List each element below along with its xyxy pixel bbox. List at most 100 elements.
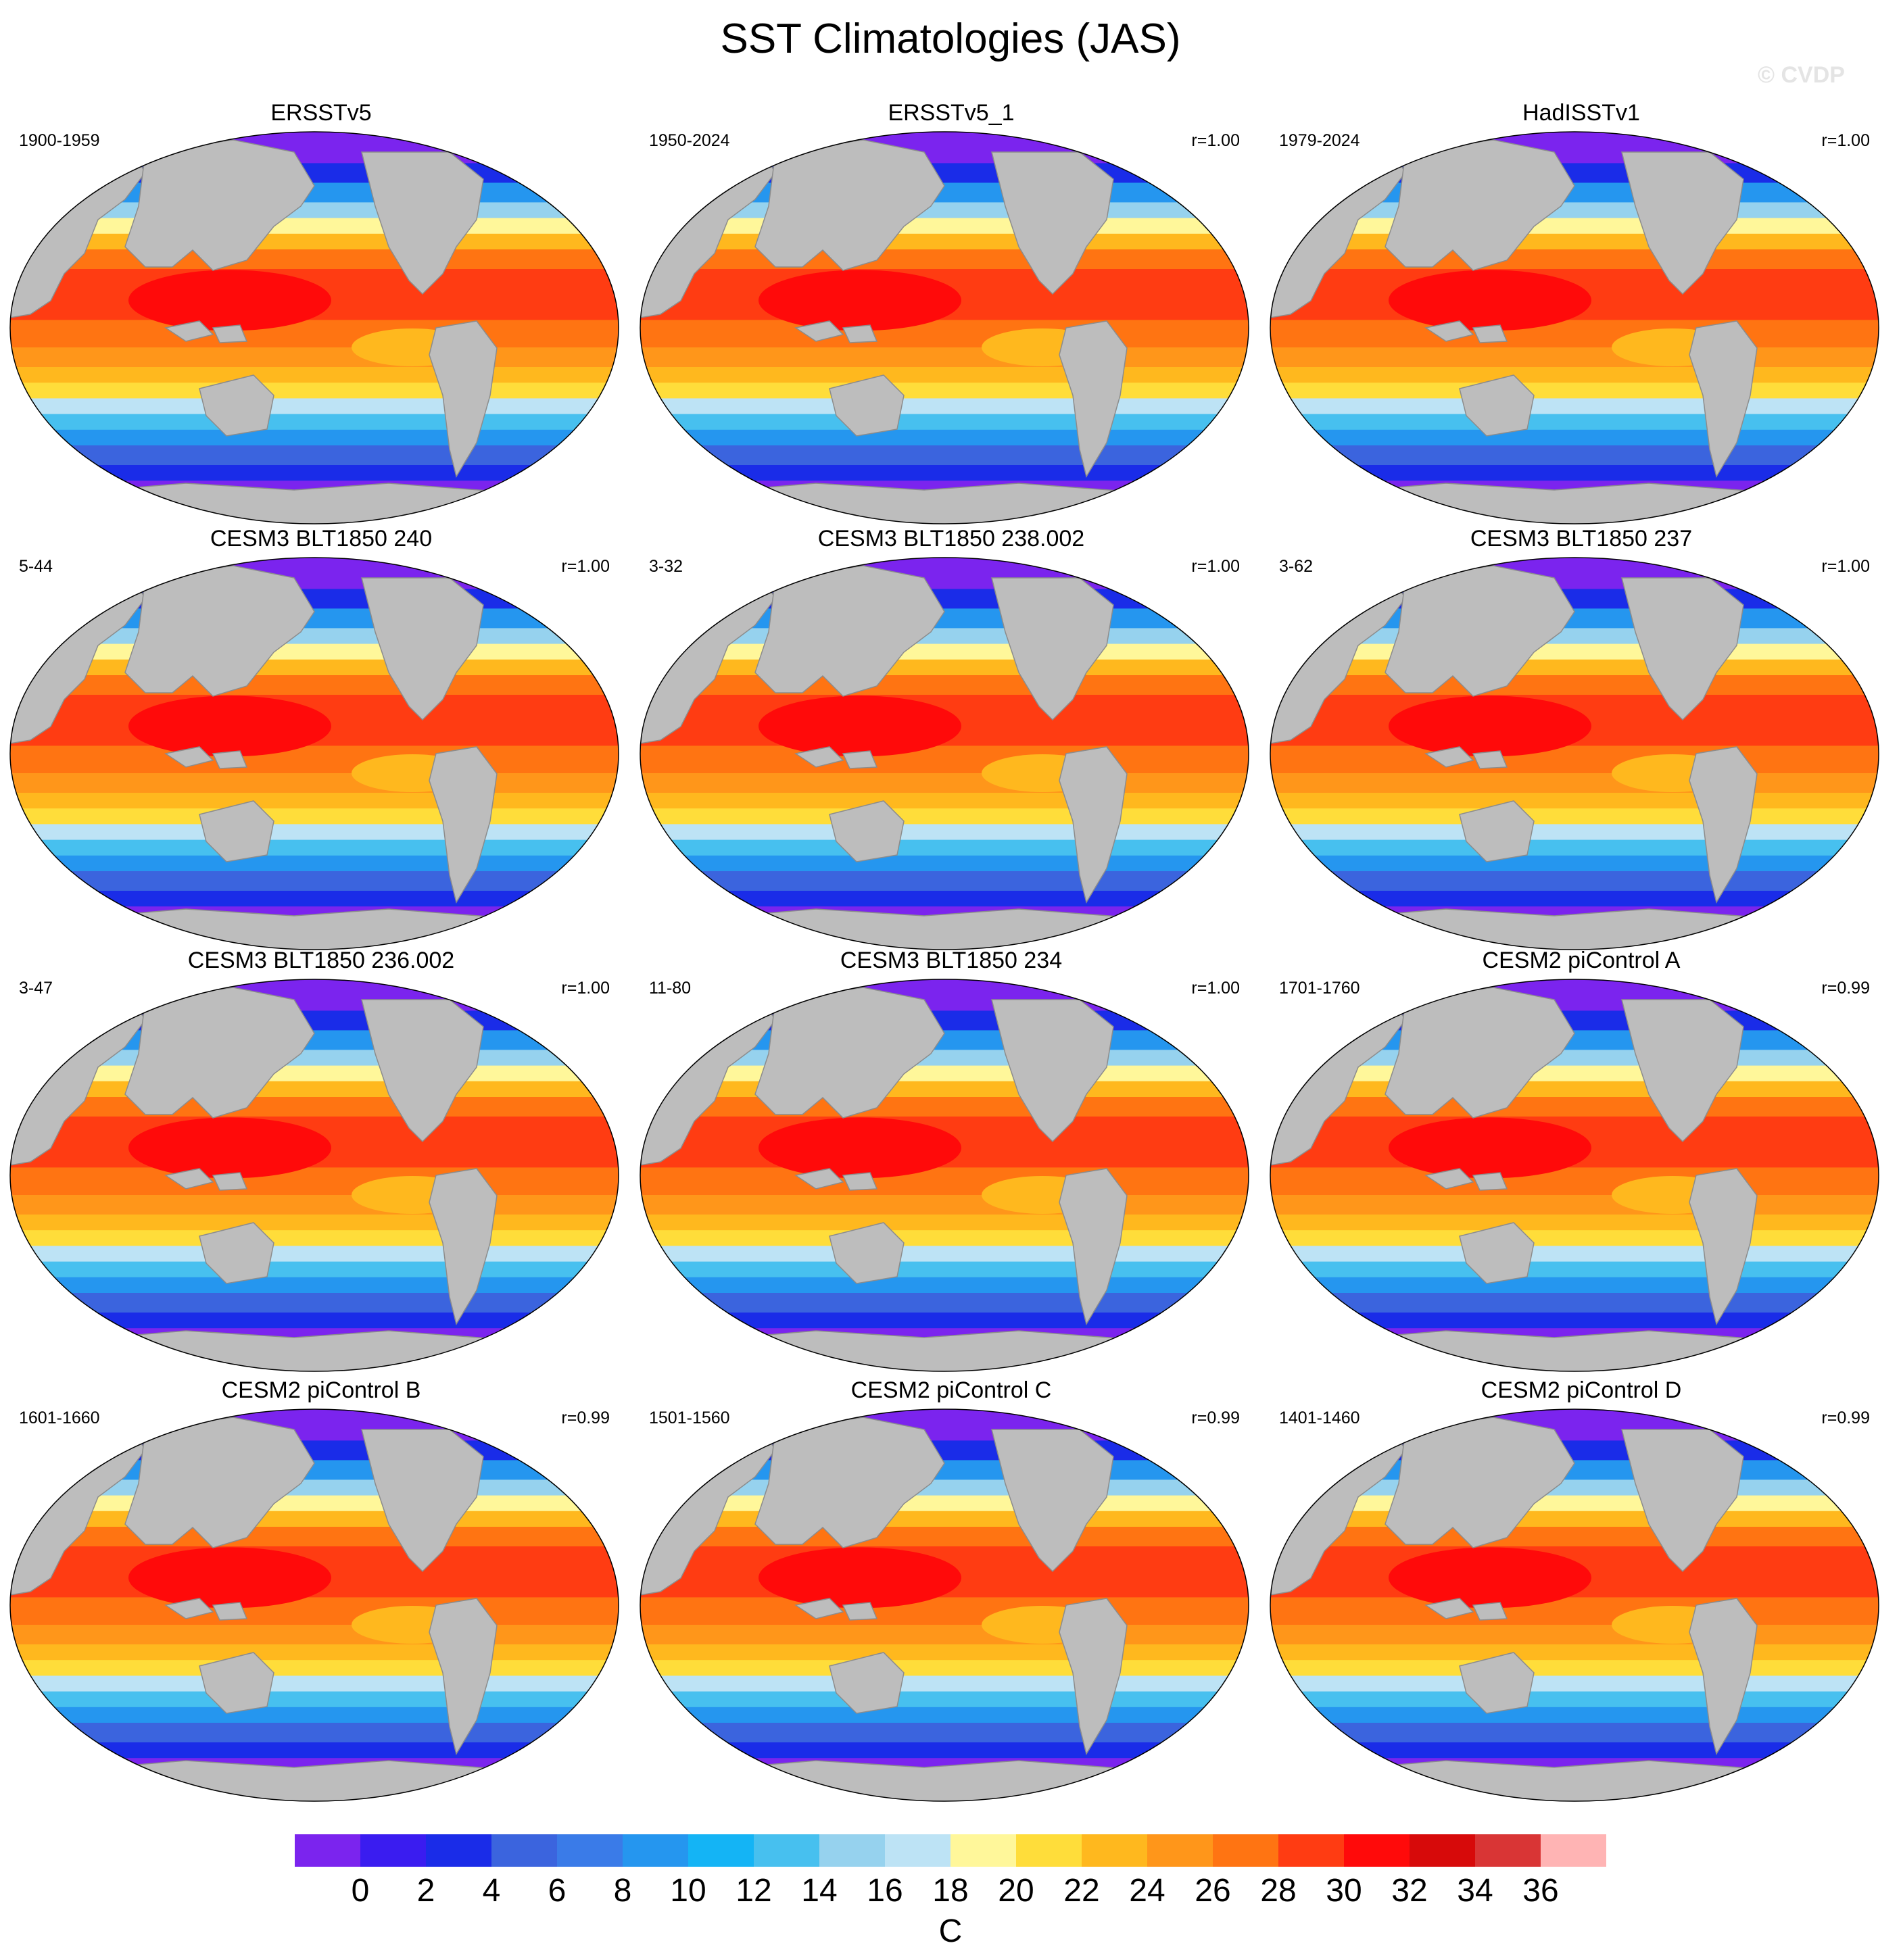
sst-band <box>10 163 619 184</box>
colorbar-tick-label: 6 <box>548 1873 567 1909</box>
panel-period: 5-44 <box>19 557 53 576</box>
land-mass <box>164 746 214 768</box>
sst-band <box>1270 1010 1879 1031</box>
land-mass <box>679 908 1196 950</box>
land-mass <box>429 1168 498 1325</box>
sst-band <box>640 1644 1249 1661</box>
map-outline <box>1270 1408 1879 1802</box>
sst-band <box>10 132 619 164</box>
sst-band <box>1270 163 1879 184</box>
land-mass <box>496 985 552 1021</box>
colorbar-box <box>885 1834 951 1867</box>
land-mass <box>829 1222 905 1284</box>
map-field <box>640 979 1249 1371</box>
panel-correlation: r=1.00 <box>1191 557 1240 576</box>
sst-band <box>10 659 619 676</box>
sst-band <box>10 1010 619 1031</box>
land-mass <box>794 1168 844 1190</box>
land-mass <box>991 151 1114 295</box>
colorbar-box <box>1344 1834 1410 1867</box>
land-mass <box>842 750 878 769</box>
land-mass <box>1621 151 1744 295</box>
land-mass <box>679 483 1196 524</box>
land-mass <box>164 320 214 342</box>
sst-band <box>1270 1691 1879 1708</box>
map-field <box>1270 1409 1879 1801</box>
sst-band <box>10 1277 619 1294</box>
land-mass <box>1059 1598 1128 1755</box>
sst-band <box>10 445 619 466</box>
map-panel: CESM2 piControl D 1401-1460 r=0.99 <box>1267 1377 1896 1803</box>
sst-band <box>1270 558 1879 590</box>
sst-band <box>10 1215 619 1231</box>
sst-band <box>1270 1527 1879 1547</box>
panel-period: 1401-1460 <box>1279 1408 1360 1427</box>
map-svg <box>9 979 619 1372</box>
land-mass <box>1472 750 1508 769</box>
sst-band <box>10 1660 619 1677</box>
colorbar-tick-label: 14 <box>801 1873 838 1909</box>
colorbar-box <box>1475 1834 1541 1867</box>
colorbar-tick-label: 8 <box>613 1873 632 1909</box>
colorbar-box <box>1016 1834 1082 1867</box>
sst-band <box>10 808 619 825</box>
panel-title: ERSSTv5 <box>270 100 372 126</box>
sst-band <box>10 1246 619 1263</box>
colorbar-tick-label: 34 <box>1457 1873 1493 1909</box>
sst-band <box>1270 589 1879 610</box>
land-mass <box>829 374 905 437</box>
sst-band <box>10 1527 619 1547</box>
sst-band <box>1270 1081 1879 1098</box>
chart-title: SST Climatologies (JAS) <box>720 16 1181 62</box>
sst-band <box>10 1097 619 1117</box>
sst-band <box>1270 1293 1879 1313</box>
warm-pool <box>1389 270 1591 331</box>
land-mass <box>1309 483 1826 524</box>
panel-title: CESM3 BLT1850 240 <box>210 526 433 552</box>
colorbar-unit-label: C <box>938 1913 963 1949</box>
land-mass <box>991 999 1114 1143</box>
panel-correlation: r=0.99 <box>1191 1408 1240 1427</box>
sst-band <box>10 367 619 384</box>
land-mass <box>1459 1222 1535 1284</box>
sst-band <box>640 589 1249 610</box>
sst-band <box>1270 1409 1879 1442</box>
sst-band <box>10 824 619 841</box>
sst-band <box>10 1691 619 1708</box>
sst-band <box>640 675 1249 695</box>
sst-band <box>10 1167 619 1196</box>
sst-band <box>640 1625 1249 1645</box>
sst-band <box>1270 1065 1879 1082</box>
colorbar-box <box>1082 1834 1148 1867</box>
sst-band <box>640 233 1249 250</box>
land-mass <box>199 1652 274 1714</box>
colorbar-box <box>819 1834 886 1867</box>
panel-correlation: r=0.99 <box>561 1408 610 1427</box>
land-mass <box>1126 1415 1182 1450</box>
sst-band <box>640 320 1249 348</box>
map-field <box>10 132 619 524</box>
panel-correlation: r=1.00 <box>561 557 610 576</box>
sst-band <box>10 1065 619 1082</box>
colorbar <box>295 1834 1606 1867</box>
colorbar-tick-label: 20 <box>998 1873 1034 1909</box>
land-mass <box>1472 1602 1508 1621</box>
land-mass <box>754 565 945 697</box>
sst-band <box>640 1215 1249 1231</box>
colorbar-box <box>426 1834 492 1867</box>
land-mass <box>1126 564 1182 599</box>
colorbar-tick-label: 22 <box>1063 1873 1100 1909</box>
land-mass <box>496 1415 552 1450</box>
sst-band <box>10 1293 619 1313</box>
sst-band <box>10 233 619 250</box>
map-svg <box>640 1408 1249 1802</box>
map-svg <box>640 557 1249 950</box>
sst-band <box>640 1660 1249 1677</box>
sst-band <box>640 1597 1249 1625</box>
sst-band <box>10 1707 619 1723</box>
sst-band <box>10 1195 619 1215</box>
land-mass <box>164 1168 214 1190</box>
sst-band <box>1270 1440 1879 1461</box>
sst-band <box>640 218 1249 235</box>
sst-band <box>1270 1097 1879 1117</box>
